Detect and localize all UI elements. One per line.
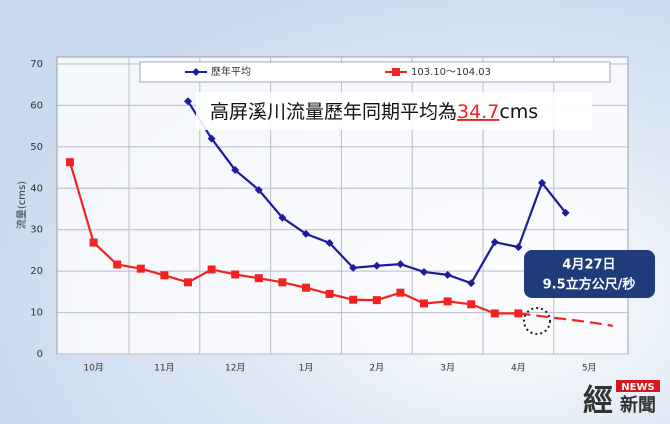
callout: 4月27日 9.5立方公尺/秒: [523, 250, 655, 335]
legend-label: 103.10～104.03: [411, 67, 491, 78]
point: [325, 238, 334, 247]
callout-box: [524, 250, 655, 298]
point: [207, 134, 216, 143]
point: [113, 260, 122, 269]
y-tick-label: 20: [30, 266, 43, 277]
point: [302, 283, 310, 292]
point: [372, 261, 381, 270]
projection-line: [518, 312, 613, 327]
callout-value: 9.5立方公尺/秒: [543, 277, 636, 293]
x-tick-label: 4月: [511, 363, 526, 374]
point: [231, 270, 240, 279]
point: [490, 238, 499, 247]
point: [514, 309, 523, 318]
point: [514, 243, 523, 252]
point: [160, 271, 169, 280]
annotation: 高屏溪川流量歷年同期平均為34.7cms: [196, 92, 592, 130]
y-tick-label: 50: [30, 142, 43, 153]
y-tick-label: 60: [30, 100, 43, 111]
point: [467, 279, 476, 288]
point: [89, 238, 98, 247]
highlight-circle: [523, 307, 551, 335]
point: [207, 265, 216, 274]
y-tick-label: 0: [37, 349, 43, 360]
x-tick-label: 1月: [299, 363, 314, 374]
logo-text: 新聞: [620, 394, 656, 416]
logo-mark: 經: [583, 384, 613, 419]
point: [396, 288, 405, 297]
logo-badge: NEWS: [621, 382, 654, 393]
point: [325, 289, 334, 298]
point: [538, 178, 546, 187]
point: [490, 309, 499, 318]
annotation-text: 高屏溪川流量歷年同期平均為34.7cms: [210, 101, 538, 123]
point: [136, 264, 145, 273]
point: [66, 158, 74, 167]
annotation-suffix: cms: [499, 101, 538, 123]
y-tick-label: 30: [30, 225, 43, 236]
x-tick-label: 2月: [369, 363, 384, 374]
point: [467, 300, 476, 309]
point: [278, 213, 287, 222]
point: [349, 295, 358, 304]
y-tick-label: 40: [30, 183, 43, 194]
annotation-box: [196, 92, 592, 130]
annotation-prefix: 高屏溪川流量歷年同期平均為: [210, 101, 457, 123]
point: [254, 185, 263, 194]
x-tick-label: 11月: [154, 363, 174, 374]
legend-marker: [392, 68, 400, 76]
point: [302, 229, 310, 238]
logo-badge-bg: [616, 380, 660, 392]
logo: 經 NEWS 新聞: [583, 380, 660, 419]
legend-label: 歷年平均: [211, 65, 251, 78]
point: [184, 278, 192, 287]
x-tick-label: 12月: [225, 363, 245, 374]
annotation-highlight: 34.7: [457, 101, 499, 123]
x-tick-label: 3月: [440, 363, 455, 374]
legend-box: [139, 61, 611, 83]
point: [184, 97, 192, 106]
point: [443, 297, 452, 306]
point: [420, 299, 428, 308]
x-tick-label: 10月: [83, 363, 103, 374]
legend-marker: [192, 68, 200, 76]
y-axis-label: 流量(cms): [15, 181, 28, 229]
y-tick-label: 10: [30, 308, 43, 319]
point: [420, 267, 428, 276]
point: [443, 270, 452, 279]
callout-date: 4月27日: [562, 258, 615, 273]
point: [372, 296, 381, 305]
point: [231, 166, 240, 175]
x-tick-label: 5月: [582, 363, 597, 374]
y-tick-label: 70: [30, 59, 43, 70]
point: [254, 274, 263, 283]
point: [278, 278, 287, 287]
point: [349, 263, 358, 272]
point: [561, 208, 570, 217]
point: [396, 260, 405, 269]
